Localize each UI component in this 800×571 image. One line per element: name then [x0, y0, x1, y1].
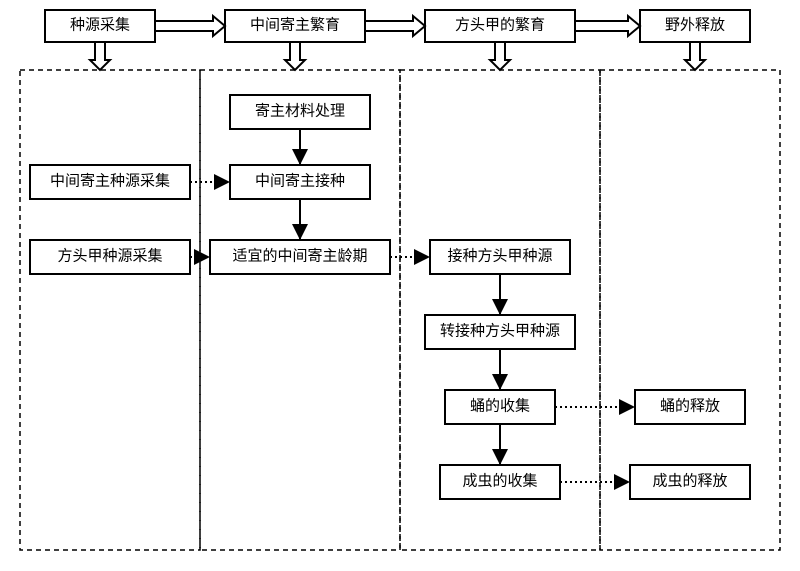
- node-label-n_adult_col: 成虫的收集: [462, 472, 537, 489]
- node-label-n_inoc_ft: 接种方头甲种源: [447, 247, 552, 264]
- open-arrow-h: [575, 16, 640, 36]
- node-label-n_trans_ft: 转接种方头甲种源: [440, 322, 560, 339]
- top-label-t3: 方头甲的繁育: [455, 16, 545, 33]
- node-label-n_mid_inoc: 中间寄主接种: [255, 171, 345, 189]
- open-arrow-h: [155, 16, 225, 36]
- node-label-n_host_mat: 寄主材料处理: [255, 101, 345, 119]
- node-label-n_adult_rel: 成虫的释放: [652, 472, 727, 489]
- node-label-n_pupa_col: 蛹的收集: [470, 397, 530, 414]
- open-arrow-v: [490, 42, 510, 70]
- node-label-n_pupa_rel: 蛹的释放: [660, 397, 720, 414]
- open-arrow-h: [365, 16, 425, 36]
- open-arrow-v: [90, 42, 110, 70]
- top-label-t4: 野外释放: [665, 16, 725, 33]
- top-label-t2: 中间寄主繁育: [250, 15, 340, 33]
- node-label-n_stage: 适宜的中间寄主龄期: [232, 246, 367, 264]
- open-arrow-v: [285, 42, 305, 70]
- open-arrow-v: [685, 42, 705, 70]
- column-c1: [20, 70, 200, 550]
- node-label-n_ft_src: 方头甲种源采集: [57, 247, 162, 264]
- node-label-n_mid_src: 中间寄主种源采集: [50, 171, 170, 189]
- flowchart-canvas: 种源采集 中间寄主繁育 方头甲的繁育 野外释放寄主材料处理中间寄主种源采集 中间寄主接种…: [0, 0, 800, 571]
- top-label-t1: 种源采集: [70, 16, 130, 33]
